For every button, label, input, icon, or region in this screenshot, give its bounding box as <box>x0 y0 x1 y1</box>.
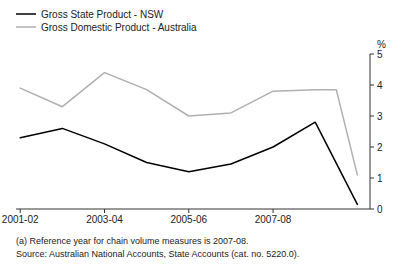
series-group <box>20 73 357 205</box>
footnote: (a) Reference year for chain volume meas… <box>16 236 249 246</box>
y-tick <box>370 85 374 86</box>
legend-swatch <box>16 26 36 28</box>
y-tick-label: 1 <box>377 173 383 184</box>
y-tick-label: 4 <box>377 80 383 91</box>
y-axis-label: % <box>377 39 386 50</box>
y-tick <box>370 209 374 210</box>
y-tick <box>370 116 374 117</box>
x-tick <box>104 209 105 213</box>
y-tick-label: 0 <box>377 204 383 215</box>
y-axis-line <box>370 54 371 209</box>
x-tick <box>188 209 189 213</box>
x-tick-label: 2003-04 <box>86 214 123 225</box>
y-tick <box>370 178 374 179</box>
x-tick-label: 2007-08 <box>255 214 292 225</box>
y-tick-label: 3 <box>377 111 383 122</box>
series-line <box>20 122 357 204</box>
x-tick-label: 2001-02 <box>2 214 39 225</box>
footnote: Source: Australian National Accounts, St… <box>16 249 299 259</box>
legend: Gross State Product - NSW Gross Domestic … <box>16 9 197 33</box>
y-tick-label: 5 <box>377 49 383 60</box>
y-tick <box>370 54 374 55</box>
series-line <box>20 73 357 175</box>
x-axis-line <box>16 209 370 210</box>
x-tick <box>273 209 274 213</box>
legend-label: Gross State Product - NSW <box>41 9 164 20</box>
legend-swatch <box>16 13 36 15</box>
x-tick <box>20 209 21 213</box>
chart: Gross State Product - NSW Gross Domestic … <box>0 0 416 265</box>
legend-label: Gross Domestic Product - Australia <box>41 22 197 33</box>
y-tick-label: 2 <box>377 142 383 153</box>
y-tick <box>370 147 374 148</box>
x-tick-label: 2005-06 <box>170 214 207 225</box>
